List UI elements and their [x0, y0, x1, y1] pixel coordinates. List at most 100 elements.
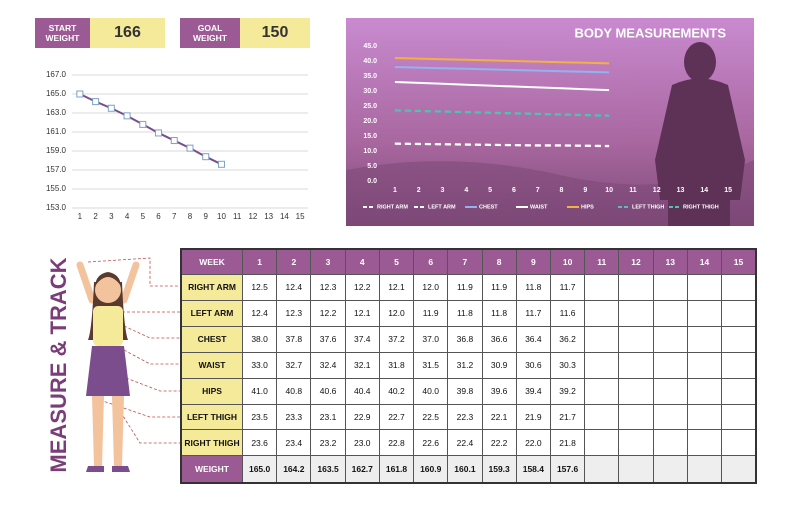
- measurement-value: 22.6: [413, 429, 449, 457]
- measurement-value: 32.7: [276, 351, 312, 379]
- measurement-value: 40.4: [344, 377, 380, 405]
- row-label: CHEST: [180, 325, 243, 353]
- measurement-value: 40.0: [413, 377, 449, 405]
- x-tick-label: 15: [296, 212, 305, 221]
- measurement-value: 37.2: [378, 325, 415, 353]
- y-tick-label: 165.0: [46, 89, 67, 98]
- empty-cell: [584, 325, 620, 353]
- x-tick-label: 5: [488, 187, 492, 194]
- table-row: RIGHT ARM 12.5 12.4 12.3 12.2 12.1 12.0 11.9 11.…: [180, 274, 757, 301]
- empty-cell: [584, 274, 620, 301]
- y-tick-label: 159.0: [46, 146, 67, 155]
- week-number: 11: [584, 248, 620, 275]
- x-tick-label: 7: [536, 187, 540, 194]
- empty-cell: [652, 377, 688, 405]
- x-tick-label: 15: [724, 187, 732, 194]
- row-label: LEFT THIGH: [180, 403, 243, 431]
- empty-cell: [721, 455, 757, 484]
- table-row: RIGHT THIGH 23.6 23.4 23.2 23.0 22.8 22.6 22.4 2…: [180, 429, 757, 457]
- measurement-value: 32.1: [344, 351, 380, 379]
- measurement-value: 40.6: [310, 377, 346, 405]
- x-tick-label: 12: [653, 187, 661, 194]
- marker: [186, 144, 194, 152]
- marker: [170, 137, 178, 145]
- x-tick-label: 11: [629, 187, 637, 194]
- series-line: [394, 81, 610, 92]
- empty-cell: [721, 351, 757, 379]
- row-label: LEFT ARM: [180, 299, 243, 327]
- measurement-value: 31.8: [378, 351, 415, 379]
- measurement-value: 30.9: [481, 351, 517, 379]
- x-tick-label: 10: [605, 187, 613, 194]
- legend-label: LEFT THIGH: [632, 204, 664, 210]
- empty-cell: [721, 377, 757, 405]
- empty-cell: [686, 429, 723, 457]
- y-tick-label: 45.0: [363, 43, 377, 50]
- week-number: 4: [344, 248, 380, 275]
- measurement-value: 12.3: [276, 299, 312, 327]
- table-row: WAIST 33.0 32.7 32.4 32.1 31.8 31.5 31.2 30.9 30.…: [180, 351, 757, 379]
- marker: [123, 112, 131, 120]
- x-tick-label: 11: [233, 212, 242, 221]
- measurement-value: 23.3: [276, 403, 312, 431]
- series-line: [394, 109, 610, 117]
- figure: [76, 257, 180, 472]
- start-value: 166: [90, 18, 165, 48]
- x-tick-label: 8: [560, 187, 564, 194]
- week-number: 7: [447, 248, 483, 275]
- measurement-value: 23.4: [276, 429, 312, 457]
- y-tick-label: 20.0: [363, 118, 377, 125]
- measurement-value: 12.1: [378, 274, 415, 301]
- empty-cell: [721, 274, 757, 301]
- week-number: 12: [618, 248, 654, 275]
- measurement-value: 23.2: [310, 429, 346, 457]
- x-tick-label: 9: [204, 212, 209, 221]
- measurement-value: 37.8: [276, 325, 312, 353]
- measurement-value: 22.4: [447, 429, 483, 457]
- empty-cell: [584, 455, 620, 484]
- start-label: START WEIGHT: [35, 18, 90, 48]
- legend-label: WAIST: [530, 204, 548, 210]
- measurement-value: 39.8: [447, 377, 483, 405]
- measurement-value: 23.6: [241, 429, 278, 457]
- measurement-value: 12.0: [378, 299, 415, 327]
- legend-label: RIGHT ARM: [377, 204, 408, 210]
- empty-cell: [686, 377, 723, 405]
- measurement-value: 40.2: [378, 377, 415, 405]
- empty-cell: [721, 429, 757, 457]
- y-tick-label: 161.0: [46, 127, 67, 136]
- measurement-value: 22.8: [378, 429, 415, 457]
- week-number: 2: [276, 248, 312, 275]
- measurement-value: 30.6: [515, 351, 551, 379]
- silhouette: [655, 42, 745, 226]
- measurement-value: 22.2: [481, 429, 517, 457]
- y-tick-label: 5.0: [367, 163, 377, 170]
- empty-cell: [686, 299, 723, 327]
- empty-cell: [652, 455, 688, 484]
- weight-value: 160.9: [413, 455, 449, 484]
- empty-cell: [652, 274, 688, 301]
- measurement-value: 22.1: [481, 403, 517, 431]
- marker: [76, 90, 84, 98]
- table-row: CHEST 38.0 37.8 37.6 37.4 37.2 37.0 36.8 36.6 36.…: [180, 325, 757, 353]
- measurement-table: WEEK 1 2 3 4 5 6 7 8 9 10 11 12 13 14 15 RIGHT ARM 12.5 12…: [180, 248, 757, 484]
- week-number: 13: [652, 248, 688, 275]
- x-tick-label: 12: [248, 212, 257, 221]
- table-row: LEFT ARM 12.4 12.3 12.2 12.1 12.0 11.9 11.8 11.8…: [180, 299, 757, 327]
- x-tick-label: 4: [125, 212, 130, 221]
- week-number: 8: [481, 248, 517, 275]
- measurement-value: 12.2: [344, 274, 380, 301]
- empty-cell: [686, 274, 723, 301]
- table-row: LEFT THIGH 23.5 23.3 23.1 22.9 22.7 22.5 22.3 22…: [180, 403, 757, 431]
- measurement-value: 36.4: [515, 325, 551, 353]
- x-tick-label: 6: [156, 212, 161, 221]
- weight-value: 160.1: [447, 455, 483, 484]
- x-tick-label: 14: [280, 212, 289, 221]
- weight-value: 165.0: [241, 455, 278, 484]
- marker: [155, 129, 163, 137]
- measurement-value: 21.8: [549, 429, 586, 457]
- x-tick-label: 13: [264, 212, 273, 221]
- measurement-value: 30.3: [549, 351, 586, 379]
- empty-cell: [721, 299, 757, 327]
- measurement-value: 33.0: [241, 351, 278, 379]
